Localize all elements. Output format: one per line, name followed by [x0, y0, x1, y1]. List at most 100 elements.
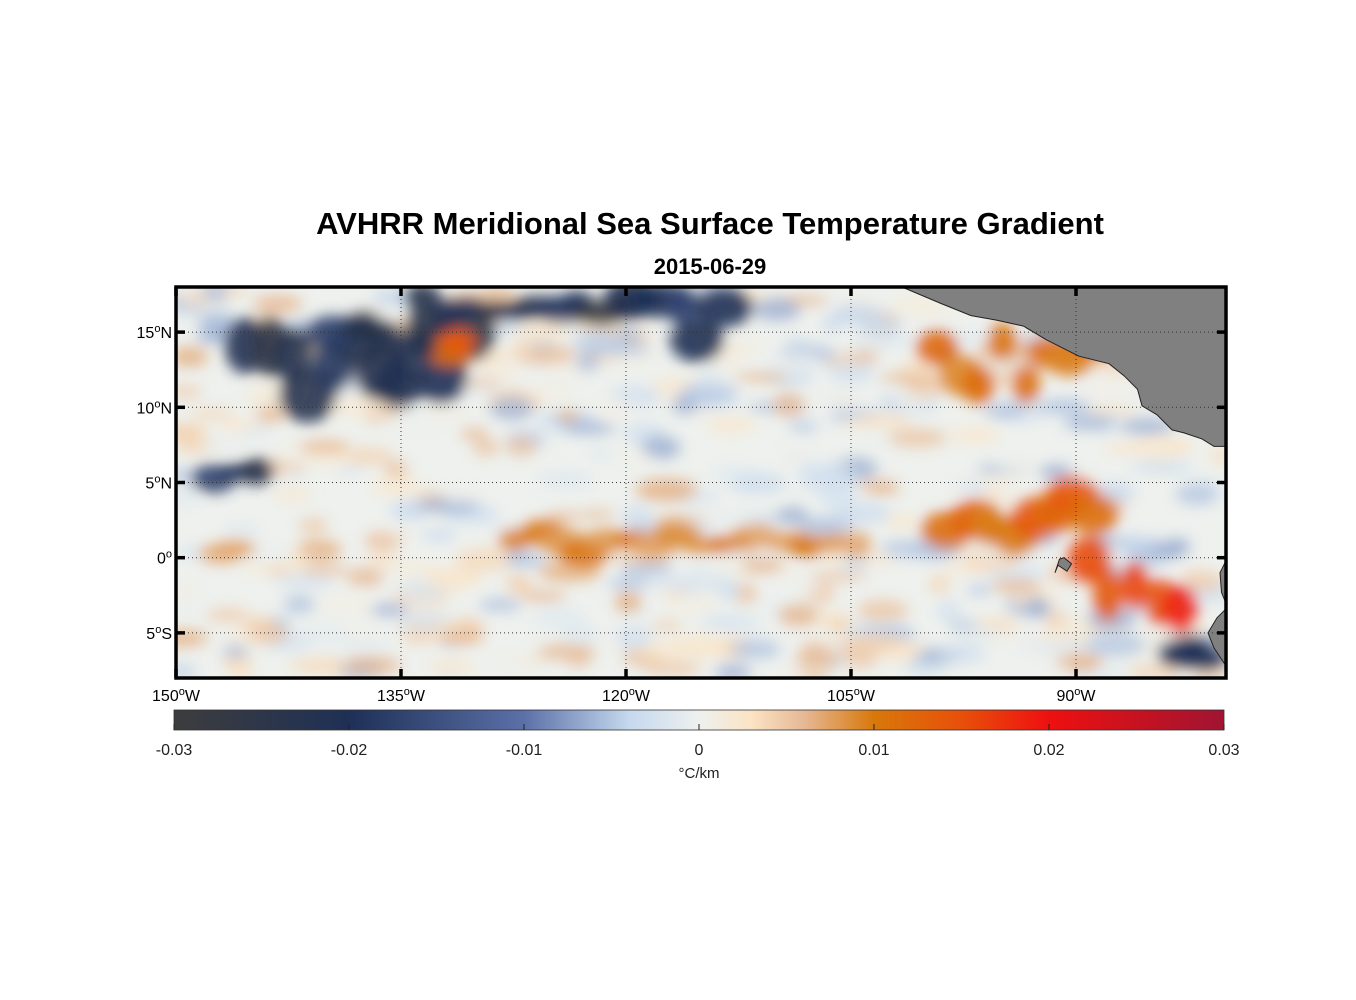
field-texture: [779, 439, 814, 452]
field-texture: [592, 398, 634, 420]
field-texture: [714, 663, 751, 678]
field-texture: [176, 604, 209, 615]
field-texture: [203, 302, 240, 313]
field-texture: [670, 634, 733, 659]
field-texture: [900, 359, 936, 377]
sst-feature-7: [1121, 561, 1150, 610]
colorbar-tick-label: -0.03: [156, 742, 193, 759]
field-texture: [521, 590, 567, 602]
field-texture: [621, 505, 653, 529]
chart-title: AVHRR Meridional Sea Surface Temperature…: [316, 206, 1104, 241]
field-texture: [222, 644, 249, 660]
field-texture: [368, 603, 410, 617]
land-central-america: [901, 287, 1226, 447]
field-texture: [809, 572, 868, 581]
field-texture: [505, 573, 533, 596]
sst-feature-5: [1070, 493, 1118, 535]
land-layer: [901, 287, 1226, 678]
field-texture: [950, 332, 992, 343]
field-texture: [576, 510, 616, 519]
field-texture: [651, 621, 684, 631]
field-texture: [715, 363, 739, 373]
field-texture: [491, 653, 539, 667]
sst-feature-8: [813, 533, 852, 553]
sst-gradient-field: [176, 287, 1226, 678]
sst-feature-6: [961, 365, 995, 405]
field-texture: [337, 639, 391, 649]
field-texture: [752, 298, 801, 321]
field-texture: [390, 561, 437, 577]
field-texture: [827, 361, 876, 384]
field-texture: [372, 473, 421, 498]
sst-feature-6: [916, 329, 959, 366]
field-texture: [1128, 664, 1182, 678]
x-tick-label: 90oW: [1056, 686, 1096, 705]
field-texture: [587, 445, 613, 461]
field-texture: [798, 670, 830, 678]
field-texture: [1210, 447, 1226, 466]
sst-feature-6: [1011, 363, 1041, 405]
field-texture: [1175, 483, 1219, 505]
field-texture: [620, 562, 674, 574]
field-texture: [202, 287, 230, 303]
x-tick-label: 105oW: [827, 686, 876, 705]
sst-feature-6: [988, 322, 1017, 361]
field-texture: [778, 604, 819, 626]
y-tick-label: 0o: [157, 549, 172, 568]
field-texture: [206, 608, 249, 622]
field-texture: [846, 633, 905, 652]
field-texture: [712, 508, 752, 526]
y-tick-label: 15oN: [137, 323, 172, 342]
field-texture: [1023, 641, 1073, 656]
sst-feature-2: [403, 287, 441, 311]
field-texture: [614, 626, 653, 650]
field-texture: [1114, 538, 1157, 555]
x-tick-label: 135oW: [377, 686, 426, 705]
field-texture: [329, 396, 389, 418]
field-texture: [565, 652, 592, 668]
x-tick-label: 120oW: [602, 686, 651, 705]
field-texture: [842, 652, 879, 668]
field-texture: [526, 484, 550, 498]
field-texture: [266, 462, 309, 472]
field-texture: [983, 405, 1025, 418]
field-texture: [240, 563, 295, 573]
field-texture: [1080, 406, 1140, 415]
field-texture: [613, 451, 654, 462]
field-texture: [559, 626, 601, 644]
sst-feature-7: [1066, 536, 1111, 583]
field-texture: [472, 438, 500, 456]
field-texture: [611, 577, 647, 589]
field-texture: [296, 539, 342, 562]
field-texture: [1069, 656, 1096, 667]
field-texture: [772, 392, 805, 417]
field-texture: [223, 524, 260, 535]
field-texture: [457, 378, 503, 388]
field-texture: [536, 472, 594, 488]
field-texture: [818, 549, 844, 569]
field-texture: [614, 591, 642, 613]
field-texture: [1038, 400, 1092, 415]
field-texture: [642, 660, 701, 676]
field-texture: [533, 606, 586, 629]
field-texture: [1164, 538, 1191, 556]
field-texture: [668, 592, 719, 615]
field-texture: [996, 461, 1042, 473]
chart-subtitle: 2015-06-29: [653, 254, 767, 279]
sst-feature-3: [665, 287, 700, 326]
field-texture: [298, 566, 349, 575]
field-texture: [176, 664, 197, 678]
field-texture: [440, 486, 487, 503]
x-tick-label: 150oW: [152, 686, 201, 705]
sst-feature-8: [843, 531, 872, 559]
field-texture: [200, 431, 257, 454]
y-tick-label: 5oN: [145, 474, 172, 493]
y-tick-label: 10oN: [137, 398, 172, 417]
field-texture: [505, 436, 537, 457]
field-texture: [426, 659, 476, 675]
field-texture: [255, 405, 285, 424]
field-texture: [903, 661, 945, 674]
field-texture: [850, 335, 892, 354]
field-texture: [437, 630, 483, 645]
sst-feature-0: [373, 357, 425, 409]
